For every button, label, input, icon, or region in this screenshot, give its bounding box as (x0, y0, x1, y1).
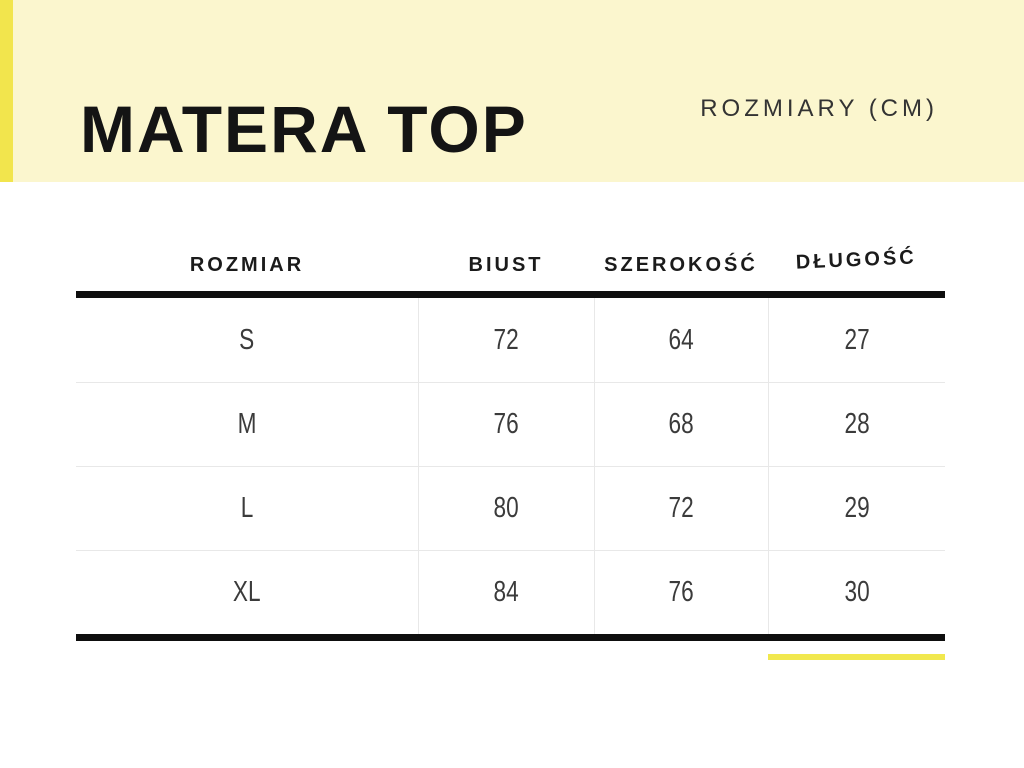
column-header-label: SZEROKOŚĆ (604, 254, 758, 276)
table-cell-dlugosc: 28 (768, 382, 945, 466)
table-cell-biust: 72 (418, 298, 594, 382)
table-cell-size: M (76, 382, 418, 466)
accent-bar (0, 0, 13, 182)
table-cell-dlugosc: 29 (768, 466, 945, 550)
table-top-rule (76, 291, 945, 298)
table-cell-biust: 76 (418, 382, 594, 466)
table-cell-szerokosc: 72 (594, 466, 768, 550)
table-cell-szerokosc: 76 (594, 550, 768, 634)
table-cell-dlugosc: 27 (768, 298, 945, 382)
page-title: MATERA TOP (80, 92, 528, 167)
header-banner: MATERA TOP ROZMIARY (CM) (0, 0, 1024, 182)
dlugosc-column-highlight (768, 654, 945, 660)
table-header-row: ROZMIAR BIUST SZEROKOŚĆ DŁUGOŚĆ (76, 230, 945, 291)
column-header-label: ROZMIAR (189, 254, 305, 276)
column-header-label: BIUST (468, 254, 544, 276)
table-cell-dlugosc: 30 (768, 550, 945, 634)
table-bottom-rule (76, 634, 945, 641)
table-cell-size: L (76, 466, 418, 550)
table-cell-size: S (239, 323, 255, 356)
column-header-rozmiar: ROZMIAR (76, 254, 418, 291)
table-body: S 72 64 27 M 76 68 28 L 80 72 29 XL 84 7… (76, 298, 945, 634)
table-cell-biust: 84 (418, 550, 594, 634)
table-cell-size: XL (76, 550, 418, 634)
column-header-dlugosc: DŁUGOŚĆ (768, 246, 945, 291)
table-cell-biust: 80 (418, 466, 594, 550)
table-cell-szerokosc: 68 (594, 382, 768, 466)
column-header-biust: BIUST (418, 254, 594, 291)
column-header-label: DŁUGOŚĆ (795, 246, 918, 274)
column-header-szerokosc: SZEROKOŚĆ (594, 254, 768, 291)
table-cell-szerokosc: 64 (594, 298, 768, 382)
size-table: ROZMIAR BIUST SZEROKOŚĆ DŁUGOŚĆ S 72 64 … (76, 230, 945, 660)
sizes-unit-label: ROZMIARY (CM) (700, 95, 938, 122)
